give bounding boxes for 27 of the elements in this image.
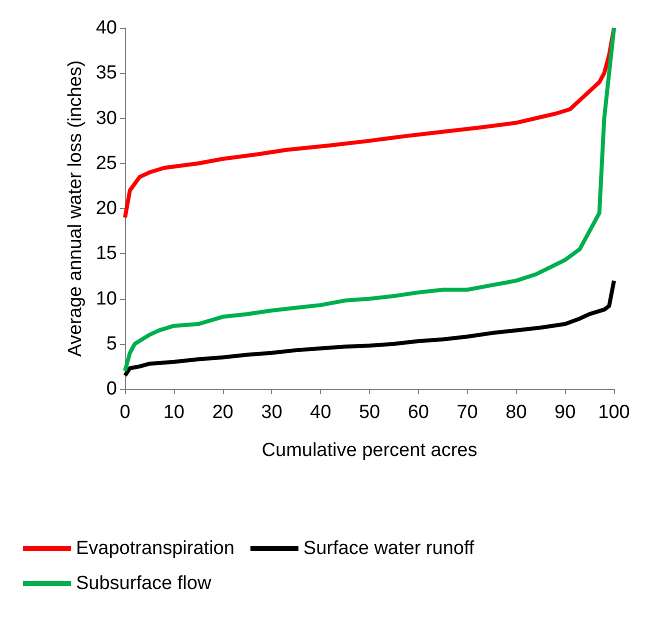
x-tick-label: 30 [261,402,282,423]
y-tick-label: 10 [96,288,117,310]
y-tick-label: 25 [96,152,117,174]
x-tick-label: 20 [212,402,234,423]
x-tick-label: 80 [506,402,527,423]
x-tick-label: 0 [120,402,130,423]
y-tick-label: 30 [96,108,117,129]
x-tick-label: 10 [163,402,184,423]
y-tick-label: 35 [96,62,117,84]
y-tick-label: 40 [96,18,117,38]
y-tick-label: 20 [96,198,117,219]
y-tick-label: 15 [96,243,117,264]
x-tick-label: 70 [456,402,478,423]
y-tick-label: 0 [106,378,117,400]
legend-label: Evapotranspiration [76,538,234,559]
x-tick-label: 40 [310,402,332,423]
line-series [123,278,616,378]
x-axis-title: Cumulative percent acres [262,440,478,461]
x-tick-label: 90 [554,402,576,423]
x-tick-label: 50 [358,402,380,423]
y-axis-title: Average annual water loss (inches) [64,60,86,357]
line-series [123,26,616,373]
y-tick-label: 5 [106,333,117,354]
x-tick-label: 60 [408,402,429,423]
legend-label: Surface water runoff [303,538,475,559]
legend-label: Subsurface flow [76,573,212,594]
x-tick-label: 100 [598,402,630,423]
